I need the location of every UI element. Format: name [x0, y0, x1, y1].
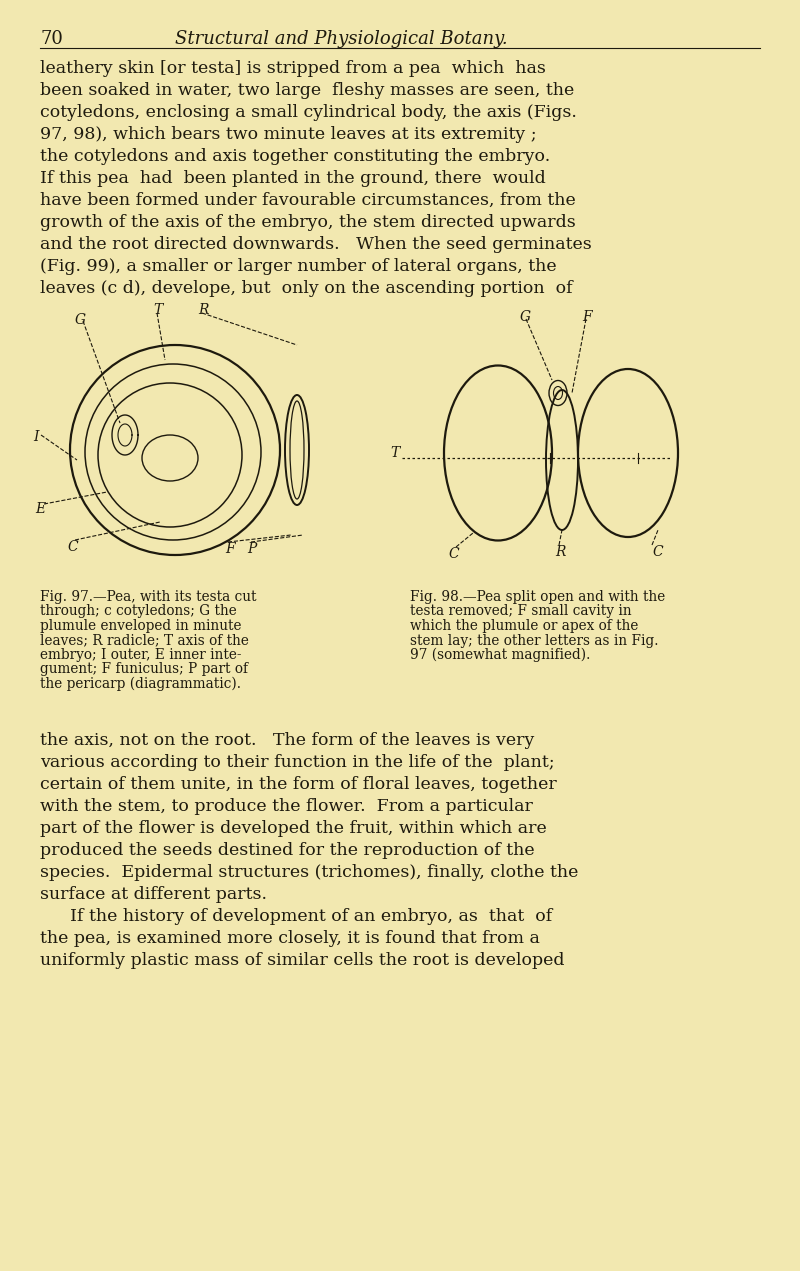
Text: 97 (somewhat magnified).: 97 (somewhat magnified).: [410, 648, 590, 662]
Text: R: R: [198, 302, 209, 316]
Text: C: C: [652, 545, 662, 559]
Text: gument; F funiculus; P part of: gument; F funiculus; P part of: [40, 662, 248, 676]
Text: and the root directed downwards.   When the seed germinates: and the root directed downwards. When th…: [40, 236, 592, 253]
Text: I: I: [33, 430, 38, 444]
Text: growth of the axis of the embryo, the stem directed upwards: growth of the axis of the embryo, the st…: [40, 214, 576, 231]
Text: various according to their function in the life of the  plant;: various according to their function in t…: [40, 754, 554, 771]
Text: the pericarp (diagrammatic).: the pericarp (diagrammatic).: [40, 677, 241, 691]
Text: G: G: [520, 310, 531, 324]
Text: the cotyledons and axis together constituting the embryo.: the cotyledons and axis together constit…: [40, 147, 550, 165]
Text: surface at different parts.: surface at different parts.: [40, 886, 267, 902]
Text: C: C: [448, 547, 458, 561]
Text: 70: 70: [40, 31, 63, 48]
Text: embryo; I outer, E inner inte-: embryo; I outer, E inner inte-: [40, 648, 242, 662]
Text: (Fig. 99), a smaller or larger number of lateral organs, the: (Fig. 99), a smaller or larger number of…: [40, 258, 557, 275]
Text: cotyledons, enclosing a small cylindrical body, the axis (Figs.: cotyledons, enclosing a small cylindrica…: [40, 104, 577, 121]
Text: R: R: [555, 545, 566, 559]
Text: which the plumule or apex of the: which the plumule or apex of the: [410, 619, 638, 633]
Text: leaves (c d), develope, but  only on the ascending portion  of: leaves (c d), develope, but only on the …: [40, 280, 573, 297]
Text: the axis, not on the root.   The form of the leaves is very: the axis, not on the root. The form of t…: [40, 732, 534, 749]
Text: been soaked in water, two large  fleshy masses are seen, the: been soaked in water, two large fleshy m…: [40, 83, 574, 99]
Text: have been formed under favourable circumstances, from the: have been formed under favourable circum…: [40, 192, 576, 208]
Text: stem lay; the other letters as in Fig.: stem lay; the other letters as in Fig.: [410, 633, 658, 647]
Text: certain of them unite, in the form of floral leaves, together: certain of them unite, in the form of fl…: [40, 777, 557, 793]
Text: leaves; R radicle; T axis of the: leaves; R radicle; T axis of the: [40, 633, 249, 647]
Text: T: T: [153, 302, 162, 316]
Text: with the stem, to produce the flower.  From a particular: with the stem, to produce the flower. Fr…: [40, 798, 533, 815]
Text: P: P: [247, 541, 256, 555]
Text: Structural and Physiological Botany.: Structural and Physiological Botany.: [175, 31, 508, 48]
Text: F: F: [225, 541, 234, 555]
Text: species.  Epidermal structures (trichomes), finally, clothe the: species. Epidermal structures (trichomes…: [40, 864, 578, 881]
Text: plumule enveloped in minute: plumule enveloped in minute: [40, 619, 242, 633]
Text: Fig. 97.—Pea, with its testa cut: Fig. 97.—Pea, with its testa cut: [40, 590, 257, 604]
Text: E: E: [35, 502, 45, 516]
Text: F: F: [582, 310, 592, 324]
Text: the pea, is examined more closely, it is found that from a: the pea, is examined more closely, it is…: [40, 930, 540, 947]
Text: If the history of development of an embryo, as  that  of: If the history of development of an embr…: [70, 907, 552, 925]
Text: G: G: [75, 313, 86, 327]
Text: part of the flower is developed the fruit, within which are: part of the flower is developed the frui…: [40, 820, 546, 838]
Text: testa removed; F small cavity in: testa removed; F small cavity in: [410, 605, 632, 619]
Text: uniformly plastic mass of similar cells the root is developed: uniformly plastic mass of similar cells …: [40, 952, 565, 969]
Text: 97, 98), which bears two minute leaves at its extremity ;: 97, 98), which bears two minute leaves a…: [40, 126, 537, 144]
Text: C: C: [67, 540, 78, 554]
Text: through; c cotyledons; G the: through; c cotyledons; G the: [40, 605, 237, 619]
Text: leathery skin [or testa] is stripped from a pea  which  has: leathery skin [or testa] is stripped fro…: [40, 60, 546, 78]
Text: produced the seeds destined for the reproduction of the: produced the seeds destined for the repr…: [40, 841, 534, 859]
Text: If this pea  had  been planted in the ground, there  would: If this pea had been planted in the grou…: [40, 170, 546, 187]
Text: Fig. 98.—Pea split open and with the: Fig. 98.—Pea split open and with the: [410, 590, 666, 604]
Text: T: T: [390, 446, 399, 460]
